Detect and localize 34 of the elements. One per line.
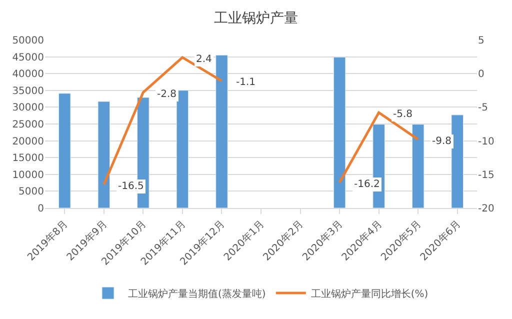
data-label: -1.1 [236,77,256,88]
legend-label: 工业锅炉产量同比增长(%) [310,288,428,300]
data-label: -2.8 [157,89,177,100]
legend-label: 工业锅炉产量当期值(蒸发量吨) [128,288,266,300]
y2-tick-label: 0 [478,69,484,80]
data-label: -9.8 [432,136,452,147]
data-label: -16.5 [118,181,144,192]
y2-tick-label: 5 [478,36,484,46]
bar [333,56,346,208]
y2-tick-label: -5 [478,102,488,114]
bar [412,124,424,208]
y-tick-label: 30000 [12,102,44,114]
y-tick-label: 25000 [12,120,44,130]
y-tick-label: 5000 [18,186,44,198]
y2-tick-label: -20 [478,204,494,214]
y2-tick-label: -10 [478,136,494,148]
y-tick-label: 35000 [12,86,44,97]
y-tick-label: 20000 [12,136,44,148]
y-tick-label: 15000 [12,153,44,164]
chart-title: 工业锅炉产量 [214,10,298,27]
bar [98,101,110,208]
bar [176,90,189,208]
y-tick-label: 40000 [12,69,44,80]
data-label: -5.8 [393,109,413,120]
y-tick-label: 50000 [12,36,44,46]
y-tick-label: 45000 [12,52,44,64]
y2-tick-label: -15 [478,170,494,181]
y-tick-label: 0 [38,204,44,214]
data-label: -16.2 [354,179,380,190]
bar [58,93,71,208]
bar [216,54,228,208]
data-label: 2.4 [196,54,212,65]
bar [451,114,464,208]
y-tick-label: 10000 [12,170,44,181]
